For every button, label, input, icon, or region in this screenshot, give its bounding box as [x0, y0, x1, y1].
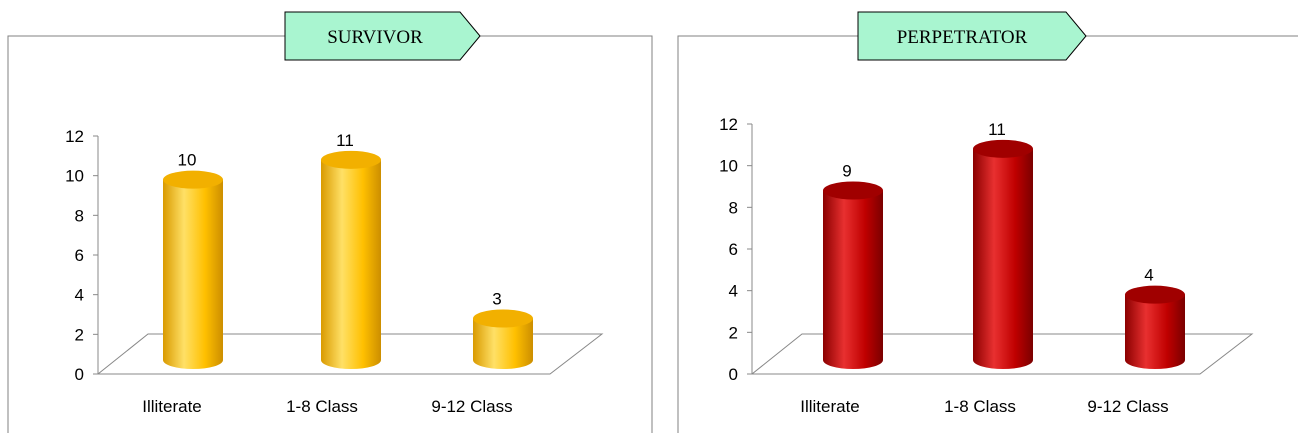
survivor-chart-panel: SURVIVOR 0 2 4 6 8 10 12 10 11 3 Illiterate 1-8 C… [7, 11, 653, 433]
y-tick-label: 10 [719, 157, 738, 176]
perpetrator-chart-panel: PERPETRATOR 0 2 4 6 8 10 12 9 11 4 Illiterate 1-8… [677, 11, 1298, 433]
x-tick-label: 9-12 Class [1087, 397, 1168, 416]
bar-top [823, 181, 883, 200]
y-tick: 12 [65, 127, 98, 146]
data-label: 3 [492, 290, 501, 309]
data-label: 11 [336, 131, 354, 150]
plot-floor [96, 333, 604, 375]
y-tick-label: 12 [719, 115, 738, 134]
bar [823, 181, 883, 369]
y-tick-label: 4 [729, 282, 738, 301]
y-tick: 6 [75, 246, 98, 265]
bar-top [973, 139, 1033, 158]
bar [1125, 285, 1185, 369]
y-tick: 10 [719, 157, 752, 176]
y-tick-label: 8 [75, 206, 84, 225]
bars: 9 11 4 [823, 120, 1185, 369]
title-banner: SURVIVOR [284, 11, 481, 61]
bar-top [1125, 285, 1185, 304]
y-axis-ticks: 0 2 4 6 8 10 12 [65, 127, 98, 384]
y-tick: 12 [719, 115, 752, 134]
bar [321, 150, 381, 369]
bar-body [973, 148, 1033, 369]
y-tick-label: 6 [729, 240, 738, 259]
x-axis-labels: Illiterate 1-8 Class 9-12 Class [142, 397, 512, 416]
y-tick: 2 [729, 323, 752, 342]
x-tick-label: 9-12 Class [431, 397, 512, 416]
bar-top [473, 309, 533, 328]
y-tick-label: 10 [65, 167, 84, 186]
data-label: 10 [178, 151, 197, 170]
bar [473, 309, 533, 369]
bar-body [321, 159, 381, 369]
title-banner-shape [857, 11, 1087, 61]
plot-floor [750, 333, 1254, 375]
y-tick: 2 [75, 325, 98, 344]
chart-title: SURVIVOR [327, 27, 423, 48]
data-label: 11 [988, 120, 1006, 139]
y-tick-label: 0 [75, 365, 84, 384]
bar-top [163, 170, 223, 189]
bars: 10 11 3 [163, 131, 533, 369]
title-banner-shape [284, 11, 481, 61]
y-tick: 0 [729, 365, 752, 384]
y-tick: 8 [75, 206, 98, 225]
y-tick-label: 6 [75, 246, 84, 265]
y-tick-label: 2 [75, 325, 84, 344]
y-tick-label: 8 [729, 198, 738, 217]
y-tick-label: 4 [75, 286, 84, 305]
bar-top [321, 150, 381, 169]
bar [163, 170, 223, 369]
y-tick: 0 [75, 365, 98, 384]
bar-body [1125, 294, 1185, 369]
y-tick: 4 [75, 286, 98, 305]
data-label: 4 [1144, 266, 1153, 285]
chart-title: PERPETRATOR [897, 27, 1028, 48]
x-tick-label: Illiterate [142, 397, 202, 416]
bar-body [823, 190, 883, 369]
y-tick-label: 2 [729, 323, 738, 342]
y-tick-label: 12 [65, 127, 84, 146]
y-axis-ticks: 0 2 4 6 8 10 12 [719, 115, 752, 384]
bar-body [163, 179, 223, 369]
panel-border [7, 35, 653, 433]
bar-body [473, 318, 533, 369]
x-axis-labels: Illiterate 1-8 Class 9-12 Class [800, 397, 1168, 416]
bar [973, 139, 1033, 369]
y-tick: 6 [729, 240, 752, 259]
y-tick: 10 [65, 167, 98, 186]
data-label: 9 [842, 162, 851, 181]
x-tick-label: 1-8 Class [944, 397, 1016, 416]
y-tick: 8 [729, 198, 752, 217]
y-tick-label: 0 [729, 365, 738, 384]
y-tick: 4 [729, 282, 752, 301]
x-tick-label: Illiterate [800, 397, 860, 416]
x-tick-label: 1-8 Class [286, 397, 358, 416]
panel-border [677, 35, 1298, 433]
title-banner: PERPETRATOR [857, 11, 1087, 61]
